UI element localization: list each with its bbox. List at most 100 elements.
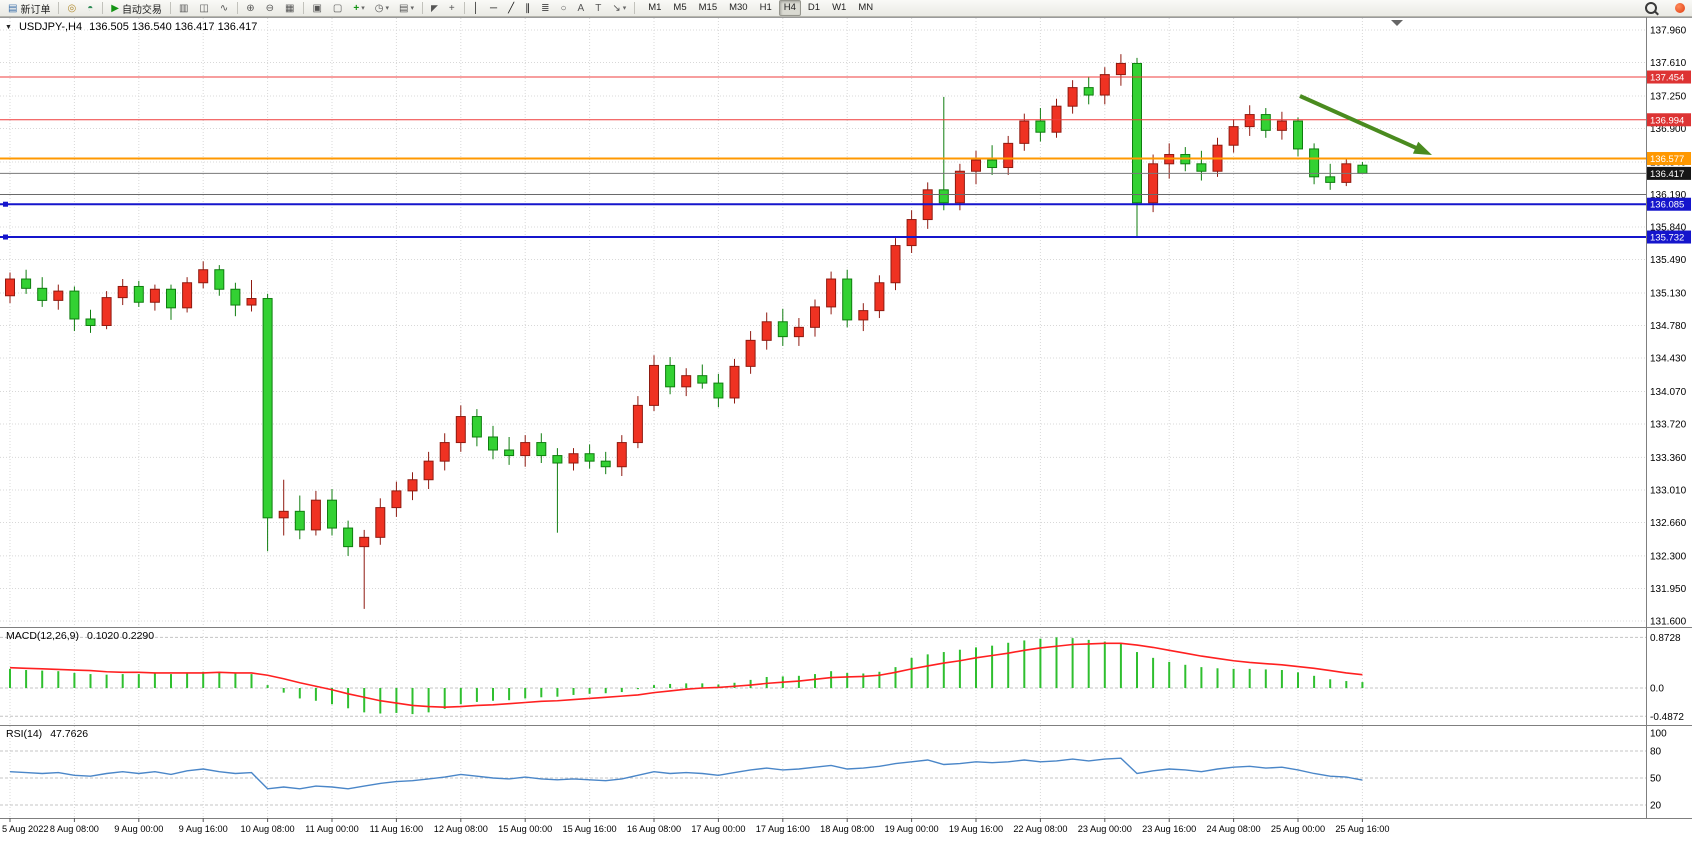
fibonacci-button[interactable]: ≣: [537, 0, 554, 17]
main-plot-area[interactable]: [0, 17, 1646, 627]
cursor-button[interactable]: ◤: [427, 0, 443, 17]
text-label-button[interactable]: T: [591, 0, 606, 17]
timeframe-h1-button[interactable]: H1: [759, 2, 772, 13]
trendline-button[interactable]: ╱: [504, 0, 519, 17]
zoom-in-button[interactable]: ⊕: [242, 0, 259, 17]
zoom-out-button[interactable]: ⊖: [262, 0, 279, 17]
line-handle[interactable]: [3, 201, 8, 207]
candle-body: [520, 442, 531, 457]
chevron-down-icon: ▾: [410, 5, 414, 12]
price-axis-label: 136.190: [1650, 190, 1687, 201]
price-tag-label: 136.994: [1650, 115, 1684, 126]
time-axis-label: 25 Aug 16:00: [1335, 824, 1389, 834]
templates-button[interactable]: ▤ ▾: [395, 0, 418, 17]
periods-button[interactable]: ◷ ▾: [371, 0, 393, 17]
macd-signal-line: [9, 642, 1363, 708]
time-axis-label: 17 Aug 00:00: [691, 824, 745, 834]
price-axis-label: 132.660: [1650, 518, 1687, 529]
shapes-button[interactable]: ○: [556, 0, 571, 17]
candle-body: [407, 479, 418, 492]
timeframe-mn-button[interactable]: MN: [858, 2, 874, 13]
candle-body: [906, 219, 917, 247]
candle-body: [842, 278, 853, 321]
trend-arrow[interactable]: [1299, 94, 1421, 152]
candlestick-chart-button[interactable]: ◫: [195, 0, 213, 17]
time-axis[interactable]: [0, 819, 1692, 842]
time-axis-label: 11 Aug 16:00: [370, 824, 423, 834]
new-chart-button[interactable]: ▣: [308, 0, 326, 17]
vertical-line-button[interactable]: │: [469, 0, 484, 17]
toolbar-separator: [634, 2, 636, 14]
search-button[interactable]: [1641, 0, 1670, 17]
candle-body: [1228, 126, 1239, 146]
clock-icon: ◷: [374, 2, 384, 14]
line-handle[interactable]: [3, 234, 8, 240]
bars-icon: ▥: [178, 2, 189, 14]
timeframe-group: M1 M5 M15 M30 H1 H4 D1 W1 MN: [642, 0, 879, 16]
collapse-icon[interactable]: ▼: [5, 23, 12, 31]
horizontal-line-button[interactable]: ─: [486, 0, 502, 17]
candle-body: [53, 290, 64, 301]
chevron-down-icon: ▾: [361, 5, 365, 12]
autotrading-button[interactable]: ▶ 自动交易: [107, 0, 166, 17]
crosshair-button[interactable]: +: [445, 0, 460, 17]
price-axis[interactable]: [1647, 17, 1692, 818]
time-axis-label: 24 Aug 08:00: [1207, 824, 1261, 834]
candle-body: [1357, 164, 1368, 174]
time-axis-label: 16 Aug 08:00: [627, 824, 681, 834]
channel-button[interactable]: ∥: [521, 0, 535, 17]
timeframe-d1-button[interactable]: D1: [807, 2, 821, 13]
timeframe-m15-button[interactable]: M15: [698, 2, 718, 13]
new-order-button[interactable]: ▤ 新订单: [4, 0, 54, 17]
macd-panel-label: MACD(12,26,9) 0.1020 0.2290: [6, 630, 154, 642]
time-axis-label: 5 Aug 2022: [2, 824, 49, 834]
hline-icon: ─: [489, 2, 498, 14]
arrows-button[interactable]: ↘ ▾: [608, 0, 630, 17]
toolbar-separator: [102, 2, 104, 14]
time-axis-label: 18 Aug 08:00: [820, 824, 874, 834]
price-axis-label: 131.600: [1650, 616, 1687, 627]
candle-body: [343, 527, 354, 548]
time-axis-label: 9 Aug 16:00: [179, 824, 228, 834]
bar-chart-button[interactable]: ▥: [175, 0, 193, 17]
indicators-button[interactable]: + ▾: [349, 0, 368, 17]
timeframe-m5-button[interactable]: M5: [673, 2, 687, 13]
toolbar: ▤ 新订单 ◎ ◓ ▶ 自动交易 ▥ ◫ ∿ ⊕ ⊖ ▦ ▣ ▢ + ▾ ◷ ▾ ▤ ▾ ◤ + │ ─ ╱ ∥ ≣ ○ A T ↘ ▾ M1 M…: [0, 0, 1692, 17]
text-button[interactable]: A: [574, 0, 590, 17]
notification-dot: [1675, 3, 1685, 13]
chart-shift-marker[interactable]: [1391, 20, 1403, 26]
chart-profile-button[interactable]: ◎: [63, 0, 81, 17]
tile-windows-button[interactable]: ▦: [281, 0, 299, 17]
timeframe-m30-button[interactable]: M30: [729, 2, 748, 13]
rsi-value: 47.7626: [50, 728, 89, 740]
candle-body: [85, 318, 96, 326]
timeframe-w1-button[interactable]: W1: [832, 2, 847, 13]
alerts-button[interactable]: ◓: [83, 0, 98, 17]
time-axis-label: 22 Aug 08:00: [1013, 824, 1067, 834]
toolbar-separator: [169, 2, 171, 14]
candle-body: [665, 364, 676, 388]
price-axis-label: 134.780: [1650, 321, 1687, 332]
candle-body: [745, 339, 756, 367]
candle-body: [1276, 120, 1287, 131]
candle-body: [810, 306, 820, 328]
price-tag-label: 136.577: [1650, 154, 1684, 165]
candle-body: [1325, 176, 1336, 183]
time-axis-label: 19 Aug 16:00: [949, 824, 1003, 834]
profiles-button[interactable]: ▢: [329, 0, 347, 17]
candle-body: [713, 382, 724, 399]
candle-body: [1196, 163, 1207, 172]
new-order-icon: ▤: [8, 2, 18, 14]
rsi-axis-label: 20: [1650, 801, 1662, 812]
candle-body: [568, 453, 579, 464]
line-chart-button[interactable]: ∿: [216, 0, 233, 17]
candle-body: [971, 159, 981, 172]
timeframe-h4-button[interactable]: H4: [778, 0, 801, 16]
candle-body: [423, 460, 434, 481]
timeframe-m1-button[interactable]: M1: [648, 2, 662, 13]
price-axis-label: 133.360: [1650, 453, 1687, 464]
candle-body: [890, 245, 901, 284]
autotrading-button-label: 自动交易: [121, 4, 162, 16]
candle-body: [777, 321, 788, 338]
